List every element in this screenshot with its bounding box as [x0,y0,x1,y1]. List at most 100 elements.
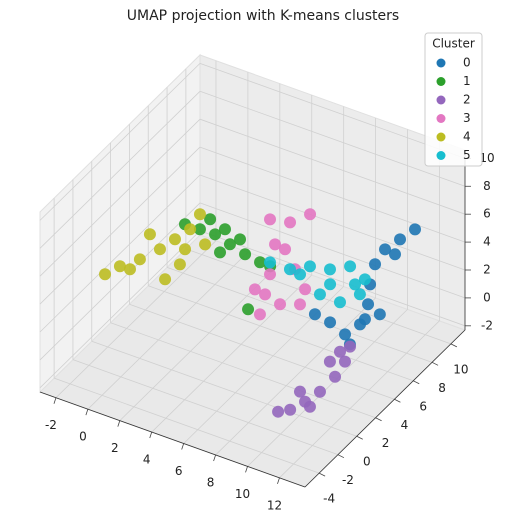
x-tick-mark [149,431,153,439]
point [193,208,206,221]
point [294,268,307,281]
y-grid-line [166,266,433,363]
point [248,283,261,296]
point [264,213,277,226]
point [313,385,326,398]
point [379,243,392,256]
x-tick-mark [53,397,57,404]
y-tick-label: 4 [401,418,409,432]
point [324,278,337,291]
y-grid-line [72,359,339,456]
point [333,345,346,358]
x-grid-line [87,251,249,410]
point [343,340,356,353]
point [284,216,297,229]
point [234,233,247,246]
point [284,403,297,416]
z-grid-line [199,174,466,271]
point [218,223,231,236]
legend-label: 2 [463,93,471,107]
y-tick-mark [431,361,439,366]
z-tick-label: 4 [483,235,491,249]
z-grid-line [39,90,201,249]
z-tick-label: 0 [483,290,491,304]
point [339,328,352,341]
point [123,263,136,276]
point [394,233,407,246]
point [369,258,382,271]
point [283,263,296,276]
y-tick-mark [413,380,420,385]
point [153,243,166,256]
point [214,246,227,259]
point [254,256,267,269]
chart-title: UMAP projection with K-means clusters [127,8,399,24]
point [303,260,316,273]
point [263,256,276,269]
z-tick-label: 8 [483,179,491,193]
z-grid-line [199,146,466,243]
y-tick-mark [394,398,401,403]
legend-swatch [436,151,446,160]
point [299,283,312,296]
point [113,260,126,273]
point [272,405,285,418]
z-grid-line [39,174,201,333]
point [179,243,192,256]
point [199,238,212,251]
z-grid-line [199,202,466,299]
point [209,228,222,241]
z-grid-line [199,90,466,187]
point [338,355,351,368]
y-tick-mark [375,417,382,422]
x-tick-mark [245,466,248,473]
y-tick-label: 8 [438,381,446,395]
y-tick-mark [356,435,363,440]
y-tick-label: 2 [382,436,390,450]
x-tick-label: 6 [175,464,183,478]
z-tick-label: 2 [483,263,491,277]
x-tick-label: 8 [207,475,215,489]
point [242,303,255,316]
point [159,273,172,286]
x-tick-mark [85,409,89,416]
point [304,208,317,221]
point [223,238,236,251]
y-grid-line [91,340,357,437]
y-axis-line [304,329,466,488]
x-tick-mark [213,454,216,462]
point [239,248,252,261]
x-tick-mark [117,420,121,427]
z-grid-line [199,118,466,215]
x-tick-label: 4 [143,453,151,467]
legend-swatch [436,77,446,86]
legend-label: 0 [463,56,471,70]
x-tick-label: -2 [45,418,57,432]
point [263,268,276,281]
point [344,260,357,273]
y-grid-line [129,303,395,400]
y-tick-label: 0 [363,455,371,469]
legend-box [424,32,483,167]
point [99,268,112,281]
x-grid-line [55,240,217,399]
point [143,228,156,241]
point [303,400,316,413]
point [184,223,197,236]
legend-label: 1 [463,74,471,88]
x-tick-label: 2 [111,441,119,455]
x-tick-label: 12 [267,498,282,512]
legend-label: 5 [463,148,471,162]
point [323,263,336,276]
point [353,288,366,301]
marks [99,208,422,418]
point [358,273,371,286]
point [409,223,422,236]
z-grid-line [39,202,201,361]
point [362,298,375,311]
y-tick-mark [450,343,458,348]
z-grid-line [39,118,201,277]
z-tick-label: 6 [483,207,491,221]
z-grid-line [39,230,201,389]
